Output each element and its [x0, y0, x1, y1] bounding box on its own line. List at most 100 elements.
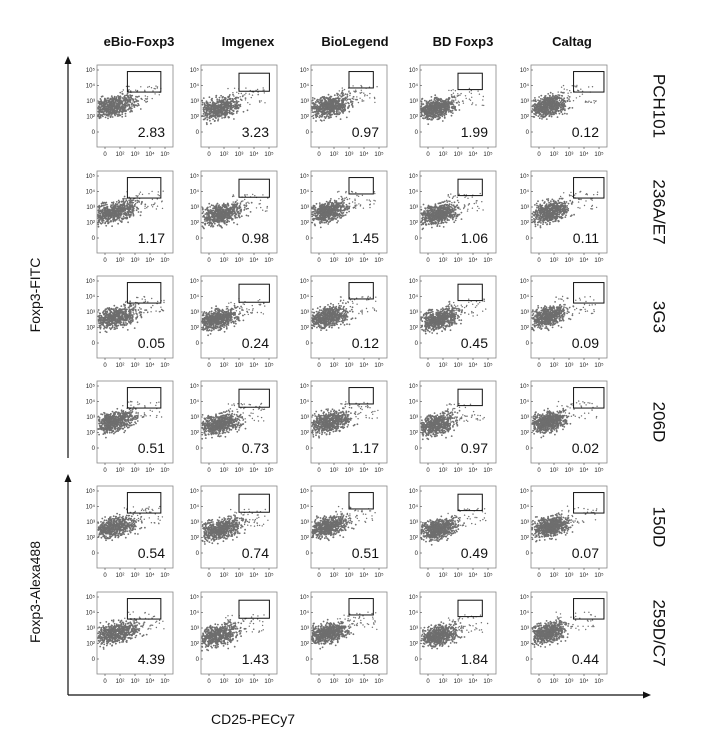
cell-dot	[98, 221, 101, 223]
cell-dot	[449, 110, 452, 113]
cell-dot	[154, 93, 156, 95]
cell-dot	[202, 113, 205, 115]
cell-dot	[468, 91, 471, 93]
cell-dot	[148, 193, 150, 195]
cell-dot	[224, 204, 226, 206]
cell-dot	[259, 101, 261, 103]
cell-dot	[314, 105, 316, 107]
cell-dot	[156, 87, 158, 89]
cell-dot	[114, 205, 116, 208]
cell-dot	[430, 99, 433, 101]
cell-dot	[209, 221, 211, 224]
cell-dot	[262, 194, 264, 196]
cell-dot	[221, 215, 223, 217]
cell-dot	[114, 114, 116, 117]
cell-dot	[341, 91, 343, 93]
cell-dot	[557, 91, 559, 93]
cell-dot	[231, 214, 233, 217]
cell-dot	[158, 195, 160, 197]
cell-dot	[481, 104, 483, 107]
cell-dot	[315, 114, 318, 117]
cell-dot	[328, 100, 330, 102]
cell-dot	[230, 210, 233, 213]
cell-dot	[210, 122, 212, 125]
cell-dot	[556, 105, 559, 108]
cell-dot	[205, 122, 208, 124]
cell-dot	[131, 97, 133, 100]
cell-dot	[262, 89, 264, 91]
cell-dot	[344, 96, 347, 99]
cell-dot	[539, 98, 542, 100]
cell-dot	[220, 94, 223, 97]
cell-dot	[218, 100, 221, 102]
cell-dot	[428, 103, 431, 105]
cell-dot	[427, 123, 430, 125]
cell-dot	[436, 102, 439, 105]
cell-dot	[114, 207, 116, 209]
cell-dot	[146, 100, 149, 103]
cell-dot	[326, 108, 328, 111]
cell-dot	[353, 90, 355, 92]
cell-dot	[127, 103, 129, 106]
cell-dot	[541, 103, 544, 106]
cell-dot	[543, 102, 545, 104]
cell-dot	[138, 193, 141, 195]
cell-dot	[205, 108, 207, 111]
cell-dot	[151, 97, 153, 100]
cell-dot	[206, 207, 209, 210]
cell-dot	[217, 107, 220, 110]
cell-dot	[534, 100, 537, 103]
cell-dot	[339, 118, 342, 120]
cell-dot	[100, 106, 102, 108]
cell-dot	[441, 120, 444, 122]
cell-dot	[127, 212, 130, 214]
cell-dot	[431, 116, 434, 119]
cell-dot	[231, 218, 233, 221]
cell-dot	[132, 202, 135, 204]
x-tick-label: 10⁵	[374, 257, 384, 264]
cell-dot	[373, 96, 376, 99]
cell-dot	[104, 98, 107, 100]
x-tick-label: 10⁵	[483, 151, 493, 158]
cell-dot	[212, 225, 214, 228]
cell-dot	[237, 104, 240, 106]
cell-dot	[427, 101, 430, 103]
x-tick-label: 0	[103, 152, 107, 158]
cell-dot	[446, 108, 449, 111]
cell-dot	[439, 109, 442, 112]
cell-dot	[330, 114, 332, 116]
cell-dot	[212, 106, 215, 109]
cell-dot	[107, 211, 110, 214]
y-tick-label: 10²	[300, 115, 309, 121]
x-tick-label: 10⁴	[145, 151, 155, 158]
cell-dot	[321, 110, 324, 113]
cell-dot	[455, 99, 457, 101]
y-tick-label: 0	[306, 236, 310, 242]
cell-dot	[223, 116, 226, 119]
cell-dot	[224, 206, 227, 209]
cell-dot	[239, 96, 241, 98]
cell-dot	[227, 116, 230, 118]
gate-percentage: 2.83	[138, 124, 165, 140]
cell-dot	[201, 115, 204, 117]
cell-dot	[244, 194, 246, 196]
y-tick-label: 10²	[190, 115, 199, 121]
cell-dot	[572, 100, 575, 102]
cell-dot	[323, 104, 325, 107]
cell-dot	[451, 96, 454, 99]
cell-dot	[421, 97, 424, 100]
cell-dot	[239, 98, 242, 101]
cell-dot	[259, 203, 261, 205]
cell-dot	[587, 101, 589, 104]
cell-dot	[211, 212, 214, 215]
cell-dot	[155, 208, 158, 210]
cell-dot	[211, 218, 214, 221]
cell-dot	[455, 97, 457, 99]
cell-dot	[130, 90, 132, 92]
cell-dot	[117, 106, 119, 109]
cell-dot	[135, 104, 138, 107]
cell-dot	[113, 211, 116, 214]
cell-dot	[533, 116, 536, 118]
cell-dot	[223, 106, 226, 109]
